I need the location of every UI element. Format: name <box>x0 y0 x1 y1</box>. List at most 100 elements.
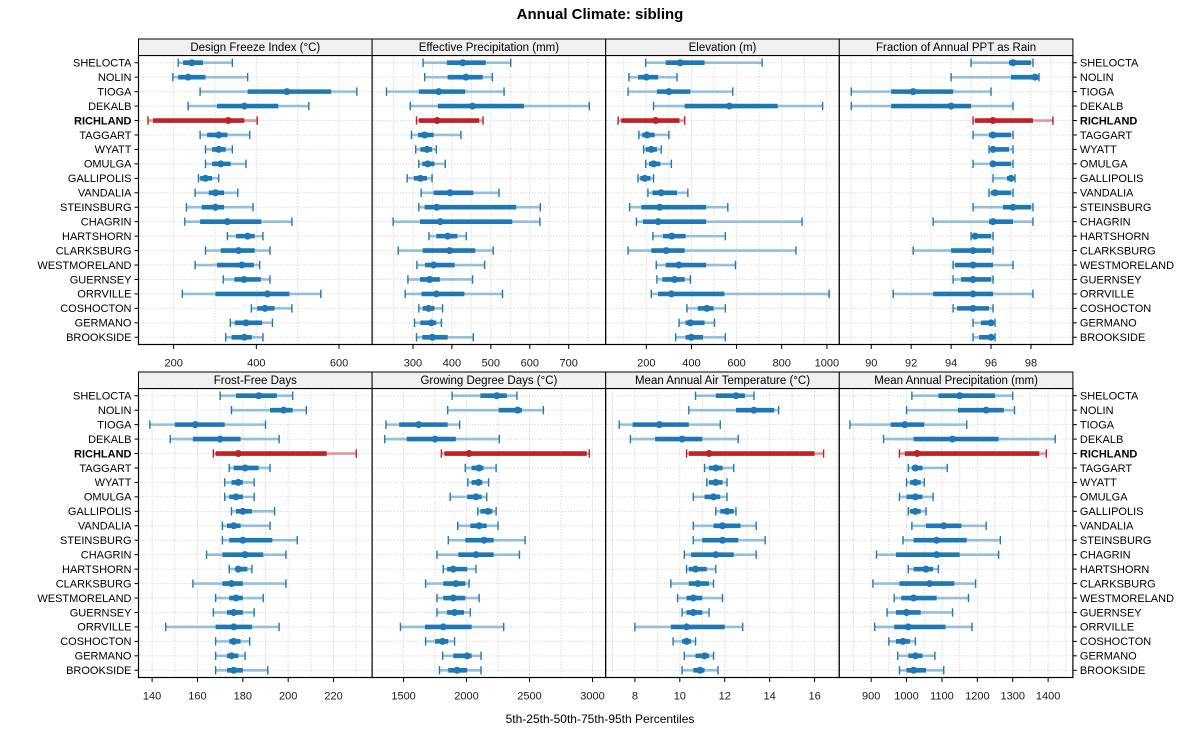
x-tick-label: 600 <box>521 358 539 370</box>
interval-WYATT <box>706 478 728 487</box>
median-dot <box>232 493 240 501</box>
median-dot <box>703 304 711 312</box>
row-label-left-GALLIPOLIS: GALLIPOLIS <box>68 506 132 518</box>
median-dot <box>465 450 473 458</box>
panel-header <box>838 371 1074 389</box>
row-label-right-CHAGRIN: CHAGRIN <box>1080 549 1131 561</box>
plot-area <box>839 55 1073 345</box>
interval-BROOKSIDE <box>972 333 996 342</box>
x-tick-label: 200 <box>279 691 297 703</box>
x-tick-label: 94 <box>945 358 957 370</box>
panel-title: Effective Precipitation (mm) <box>419 42 560 54</box>
row-label-left-DEKALB: DEKALB <box>88 434 131 446</box>
row-label-left-NOLIN: NOLIN <box>98 405 132 417</box>
interval-CLARKSBURG <box>627 246 797 255</box>
median-dot <box>1007 174 1015 182</box>
interval-BROOKSIDE <box>214 666 269 675</box>
panel-title: Elevation (m) <box>689 42 757 54</box>
interval-SHELOCTA <box>911 391 1014 400</box>
median-dot <box>933 536 941 544</box>
interval-WESTMORELAND <box>436 593 480 603</box>
x-tick-label: 180 <box>234 691 252 703</box>
median-dot <box>1031 73 1039 81</box>
plot-area <box>138 55 373 345</box>
interval-TAGGART <box>972 130 1014 140</box>
median-dot <box>216 435 224 443</box>
row-label-left-HARTSHORN: HARTSHORN <box>62 564 132 576</box>
x-tick-label: 200 <box>164 358 182 370</box>
row-label-left-VANDALIA: VANDALIA <box>78 521 132 533</box>
median-dot <box>217 160 225 168</box>
interval-GALLIPOLIS <box>406 174 433 183</box>
interval-TAGGART <box>199 130 251 140</box>
median-dot <box>899 637 907 645</box>
interval-NOLIN <box>230 405 308 415</box>
median-dot <box>436 218 444 226</box>
interval-TAGGART <box>410 130 462 140</box>
interval-GALLIPOLIS <box>992 174 1016 183</box>
median-dot <box>451 608 459 616</box>
interval-TIOGA <box>149 420 267 429</box>
median-dot <box>641 174 649 182</box>
median-dot <box>283 88 291 96</box>
row-label-right-GALLIPOLIS: GALLIPOLIS <box>1080 173 1144 185</box>
panel-row-top: Design Freeze Index (°C)200 400 600Effecti… <box>37 38 1174 370</box>
x-tick-label: 98 <box>1025 358 1037 370</box>
median-dot <box>223 218 231 226</box>
x-tick-label: 2500 <box>517 691 541 703</box>
median-dot <box>430 261 438 269</box>
row-label-right-WESTMORELAND: WESTMORELAND <box>1080 593 1174 605</box>
interval-COSHOCTON <box>672 637 697 646</box>
interval-DEKALB <box>383 434 500 444</box>
median-dot <box>903 608 911 616</box>
median-dot <box>230 608 238 616</box>
median-dot <box>911 464 919 472</box>
interval-WESTMORELAND <box>655 260 737 270</box>
median-dot <box>689 608 697 616</box>
interval-HARTSHORN <box>226 231 264 241</box>
row-label-right-BROOKSIDE: BROOKSIDE <box>1080 332 1145 344</box>
median-dot <box>241 464 249 472</box>
median-dot <box>694 580 702 588</box>
median-dot <box>712 551 720 559</box>
panel-header <box>838 38 1074 56</box>
median-dot <box>415 421 423 429</box>
interval-DEKALB <box>652 101 824 111</box>
panel-mean-annual-air-temperature-c: Mean Annual Air Temperature (°C) 8 10 12 14 1… <box>605 371 840 703</box>
interval-NOLIN <box>905 405 1016 415</box>
row-label-right-TIOGA: TIOGA <box>1080 419 1115 431</box>
row-label-right-COSHOCTON: COSHOCTON <box>1080 303 1151 315</box>
x-tick-label: 400 <box>682 358 700 370</box>
row-label-right-WYATT: WYATT <box>1080 144 1117 156</box>
row-label-left-BROOKSIDE: BROOKSIDE <box>66 332 131 344</box>
row-label-left-COSHOCTON: COSHOCTON <box>60 303 131 315</box>
x-tick-label: 200 <box>637 358 655 370</box>
median-dot <box>686 319 694 327</box>
median-dot <box>643 131 651 139</box>
interval-CHAGRIN <box>932 217 1034 226</box>
interval-GERMANO <box>683 651 715 661</box>
interval-RICHLAND <box>685 449 825 458</box>
x-tick-label: 96 <box>985 358 997 370</box>
interval-SHELOCTA <box>694 391 755 400</box>
interval-CLARKSBURG <box>192 579 287 588</box>
median-dot <box>211 203 219 211</box>
median-dot <box>989 160 997 168</box>
median-dot <box>215 131 223 139</box>
median-dot <box>642 73 650 81</box>
interval-GUERNSEY <box>952 275 994 284</box>
interval-CLARKSBURG <box>397 246 494 255</box>
row-label-right-TAGGART: TAGGART <box>1080 463 1132 475</box>
interval-BROOKSIDE <box>225 333 264 342</box>
interval-WYATT <box>467 478 490 487</box>
median-dot <box>462 73 470 81</box>
median-dot <box>433 203 441 211</box>
row-label-left-GUERNSEY: GUERNSEY <box>70 274 132 286</box>
median-dot <box>933 551 941 559</box>
median-dot <box>431 435 439 443</box>
interval-WESTMORELAND <box>194 260 261 270</box>
interval-TIOGA <box>618 420 721 429</box>
panel-fraction-of-annual-ppt-as-rain: Fraction of Annual PPT as Rain 90 92 94 96 98 <box>838 38 1074 370</box>
median-dot <box>987 333 995 341</box>
median-dot <box>459 59 467 67</box>
